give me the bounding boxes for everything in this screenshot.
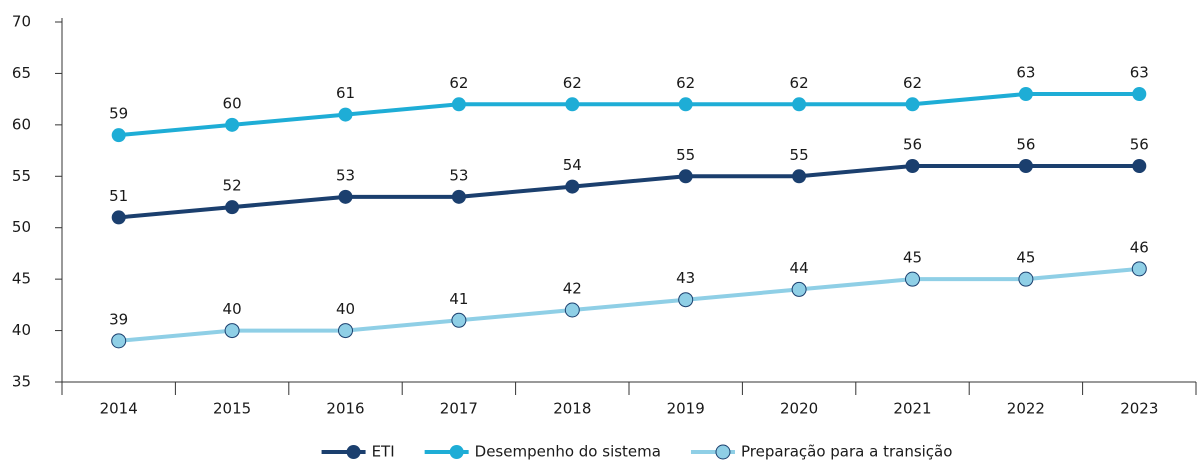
data-label: 56 [1016,136,1035,154]
legend-label: Preparação para a transição [741,443,952,461]
x-tick-label: 2020 [780,400,818,418]
data-label: 53 [449,166,468,184]
point [338,189,353,204]
point [678,169,693,184]
point [1018,159,1033,173]
x-tick-label: 2015 [213,400,251,418]
data-label: 59 [109,105,128,123]
point [791,281,807,297]
series-line [118,266,1140,343]
point [905,97,920,112]
data-label: 41 [449,290,468,308]
point [451,97,466,112]
point [111,210,126,225]
y-tick-label: 50 [12,218,31,236]
y-tick-label: 60 [12,115,31,133]
legend-marker [449,445,464,459]
data-label: 52 [223,177,242,195]
y-tick-label: 45 [12,270,31,288]
y-tick-label: 35 [12,373,31,391]
point [905,271,920,287]
x-tick-label: 2017 [440,400,478,418]
point [565,179,580,194]
legend-label: Desempenho do sistema [475,443,661,461]
data-label: 62 [790,74,809,92]
series-line [118,164,1140,220]
x-tick-label: 2019 [667,400,705,418]
point [564,302,580,318]
data-label: 62 [449,74,468,92]
data-label: 45 [1016,249,1035,267]
data-label: 54 [563,156,582,174]
point [225,200,240,215]
point [111,128,126,143]
legend-label: ETI [372,443,395,461]
data-label: 43 [676,269,695,287]
legend-marker [346,445,361,459]
data-label: 45 [903,249,922,267]
x-tick-label: 2021 [893,400,931,418]
data-label: 55 [790,146,809,164]
point [224,323,240,339]
data-label: 62 [903,74,922,92]
data-label: 51 [109,187,128,205]
data-label: 40 [223,300,242,318]
data-label: 40 [336,300,355,318]
y-tick-label: 55 [12,167,31,185]
data-label: 56 [903,136,922,154]
data-label: 53 [336,166,355,184]
point [338,323,353,339]
data-label: 60 [223,94,242,112]
x-tick-label: 2014 [100,400,138,418]
x-tick-label: 2018 [553,400,591,418]
data-label: 42 [563,280,582,298]
data-label: 63 [1130,64,1149,82]
data-label: 56 [1130,136,1149,154]
point [792,97,807,112]
y-tick-label: 70 [12,13,31,31]
x-tick-label: 2022 [1007,400,1045,418]
data-label: 61 [336,84,355,102]
data-label: 63 [1016,64,1035,82]
point [678,292,694,308]
x-tick-label: 2016 [326,400,364,418]
point [792,169,807,184]
data-label: 39 [109,310,128,328]
point [451,312,467,328]
point [1131,261,1147,277]
point [451,189,466,204]
point [678,97,693,112]
x-tick-label: 2023 [1120,400,1158,418]
point [225,117,240,132]
data-label: 44 [790,259,809,277]
data-label: 62 [563,74,582,92]
point [111,333,127,349]
point [1132,87,1147,101]
data-label: 62 [676,74,695,92]
legend-marker [715,444,731,460]
point [905,159,920,173]
data-label: 55 [676,146,695,164]
y-tick-label: 65 [12,64,31,82]
point [338,107,353,122]
point [1018,87,1033,101]
point [565,97,580,112]
y-tick-label: 40 [12,321,31,339]
point [1132,159,1147,173]
point [1018,271,1034,287]
data-label: 46 [1130,238,1149,256]
series-line [118,92,1140,138]
